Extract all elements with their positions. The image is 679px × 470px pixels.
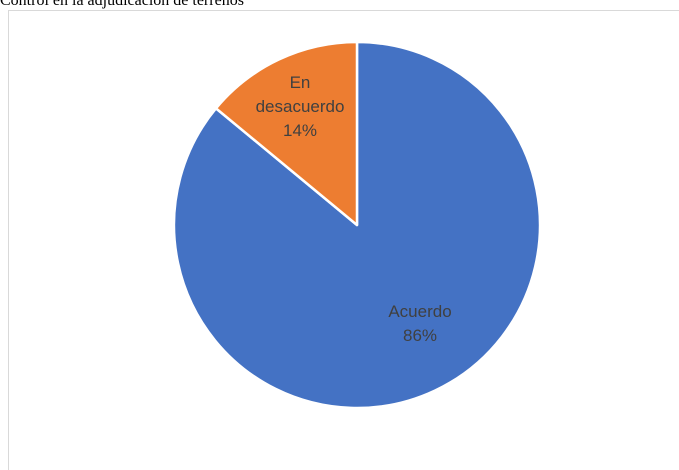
pie-label-en-desacuerdo: En desacuerdo 14% (256, 73, 345, 140)
chart-frame (8, 10, 679, 470)
pie-label-acuerdo: Acuerdo 86% (388, 302, 451, 345)
page-heading: Control en la adjudicación de terrenos (0, 0, 244, 9)
pie-slices (172, 40, 542, 410)
pie-slice-en-desacuerdo (214, 40, 359, 227)
pie-labels: Acuerdo 86% En desacuerdo 14% (256, 73, 452, 345)
pie-chart: Acuerdo 86% En desacuerdo 14% (172, 40, 542, 410)
